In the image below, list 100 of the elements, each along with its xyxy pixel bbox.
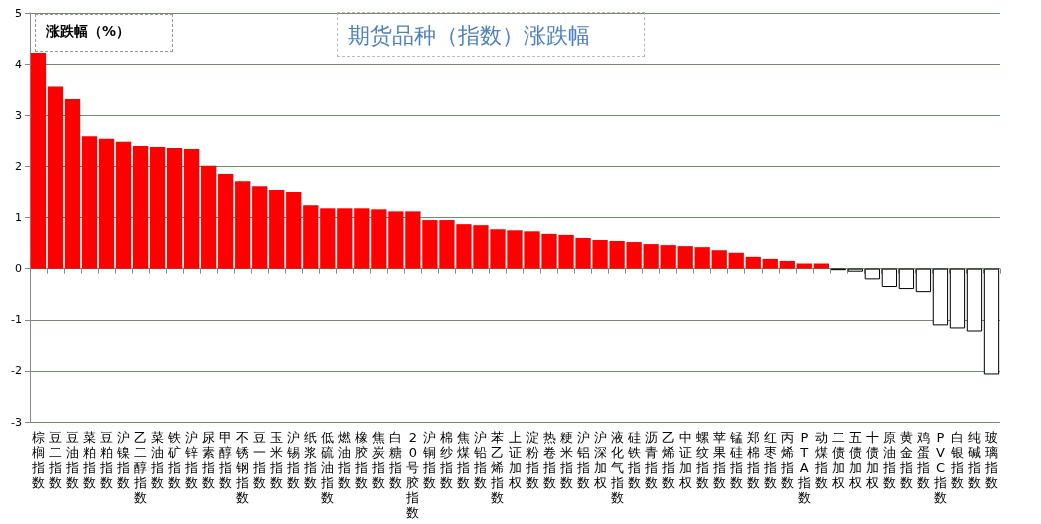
y-tick-label: -2 [11,364,22,378]
x-tick-label: 焦炭指数 [371,430,386,490]
x-tick-label: 尿素指数 [201,430,216,490]
x-tick-label: 沪锡指数 [286,430,301,490]
bar [881,268,898,288]
x-tick-label: PTA指数 [796,430,811,505]
x-tick-label: 白糖指数 [388,430,403,490]
x-tick-label: 燃油指数 [337,430,352,490]
x-tick-label: 鸡蛋指数 [915,430,930,490]
x-tick-label: 棕榈指数 [31,430,46,490]
x-tick-label: 液化气指数 [609,430,624,505]
x-tick-label: 丙烯指数 [779,430,794,490]
x-tick-label: 十债加权 [864,430,879,490]
bar [98,138,115,269]
x-tick-label: 郑棉指数 [745,430,760,490]
x-tick-label: 20号胶指数 [405,430,420,520]
y-tick-label: 0 [15,262,22,276]
y-tick-label: 4 [15,57,22,71]
x-tick-label: 菜油指数 [150,430,165,490]
x-tick-label: 沪铅指数 [473,430,488,490]
bar [677,246,693,269]
x-tick-label: PVC指数 [932,430,947,505]
x-tick-label: 豆粕指数 [99,430,114,490]
x-tick-label: 沪深加权 [592,430,607,490]
x-tick-label: 黄金指数 [898,430,913,490]
x-tick-label: 低硫油指数 [320,430,335,505]
x-tick-label: 沪锌指数 [184,430,199,490]
x-tick-label: 棉纱指数 [439,430,454,490]
x-tick-label: 玻璃指数 [983,430,998,490]
bar [745,256,761,269]
bar [660,245,676,269]
x-tick-label: 白银指数 [949,430,964,490]
y-tick-label: -1 [11,313,22,327]
x-tick-label: 粳米指数 [558,430,573,490]
bar [149,146,166,269]
bar [235,181,251,269]
bar [201,165,217,269]
x-tick-label: 玉米指数 [269,430,284,490]
bar [983,268,1000,375]
bar [303,205,319,269]
x-tick-label: 中证加权 [677,430,692,490]
x-tick-label: 不锈钢指数 [235,430,250,505]
x-tick-label: 苯乙烯指数 [490,430,505,505]
x-tick-label: 上证加权 [507,430,522,490]
bar [728,252,744,269]
bar [320,208,336,269]
x-tick-label: 锰硅指数 [728,430,743,490]
bar [81,136,98,269]
x-tick-label: 铁矿指数 [167,430,182,490]
bar [762,258,778,269]
y-tick-label: 3 [15,108,22,122]
x-tick-label: 红枣指数 [762,430,777,490]
bar [218,174,234,269]
x-tick-label: 纸浆指数 [303,430,318,490]
x-tick-label: 硅铁指数 [626,430,641,490]
bar [898,268,915,290]
x-tick-label: 豆二指数 [48,430,63,490]
bar [337,208,353,269]
bar [949,268,966,329]
x-tick-label: 五债加权 [847,430,862,490]
text: 期货品种（指数）涨跌幅 [337,12,645,57]
bar [694,247,710,269]
x-tick-label: 苹果指数 [711,430,726,490]
x-tick-label: 沪铝指数 [575,430,590,490]
bar [269,189,285,269]
bar [184,148,200,269]
bar [796,263,812,269]
x-tick-label: 焦煤指数 [456,430,471,490]
bar [932,268,949,326]
x-tick-label: 螺纹指数 [694,430,709,490]
x-tick-label: 豆一指数 [252,430,267,490]
bar [47,86,64,269]
x-tick-label: 原油指数 [881,430,896,490]
x-tick-label: 沪铜指数 [422,430,437,490]
x-tick-label: 纯碱指数 [966,430,981,490]
bar [847,268,864,272]
x-tick-label: 豆油指数 [65,430,80,490]
x-tick-label: 甲醇指数 [218,430,233,490]
y-tick-label: 1 [15,211,22,224]
y-tick-label: 5 [15,6,22,20]
x-tick-label: 乙烯指数 [660,430,675,490]
bar [64,98,81,269]
x-tick-label: 沪镍指数 [116,430,131,490]
x-tick-label: 热卷指数 [541,430,556,490]
x-tick-label: 菜粕指数 [82,430,97,490]
bar [115,141,132,269]
bar [30,52,47,269]
x-tick-label: 橡胶指数 [354,430,369,490]
x-tick-label: 二债加权 [830,430,845,490]
bar [132,145,149,269]
x-tick-label: 淀粉指数 [524,430,539,490]
bar [813,263,829,269]
bar [166,147,183,269]
y-tick-label: 2 [15,159,22,173]
bar [864,268,881,280]
x-tick-label: 沥青指数 [643,430,658,490]
x-tick-label: 动煤指数 [813,430,828,490]
bar [915,268,932,293]
bar [711,250,727,269]
bar [252,186,268,269]
